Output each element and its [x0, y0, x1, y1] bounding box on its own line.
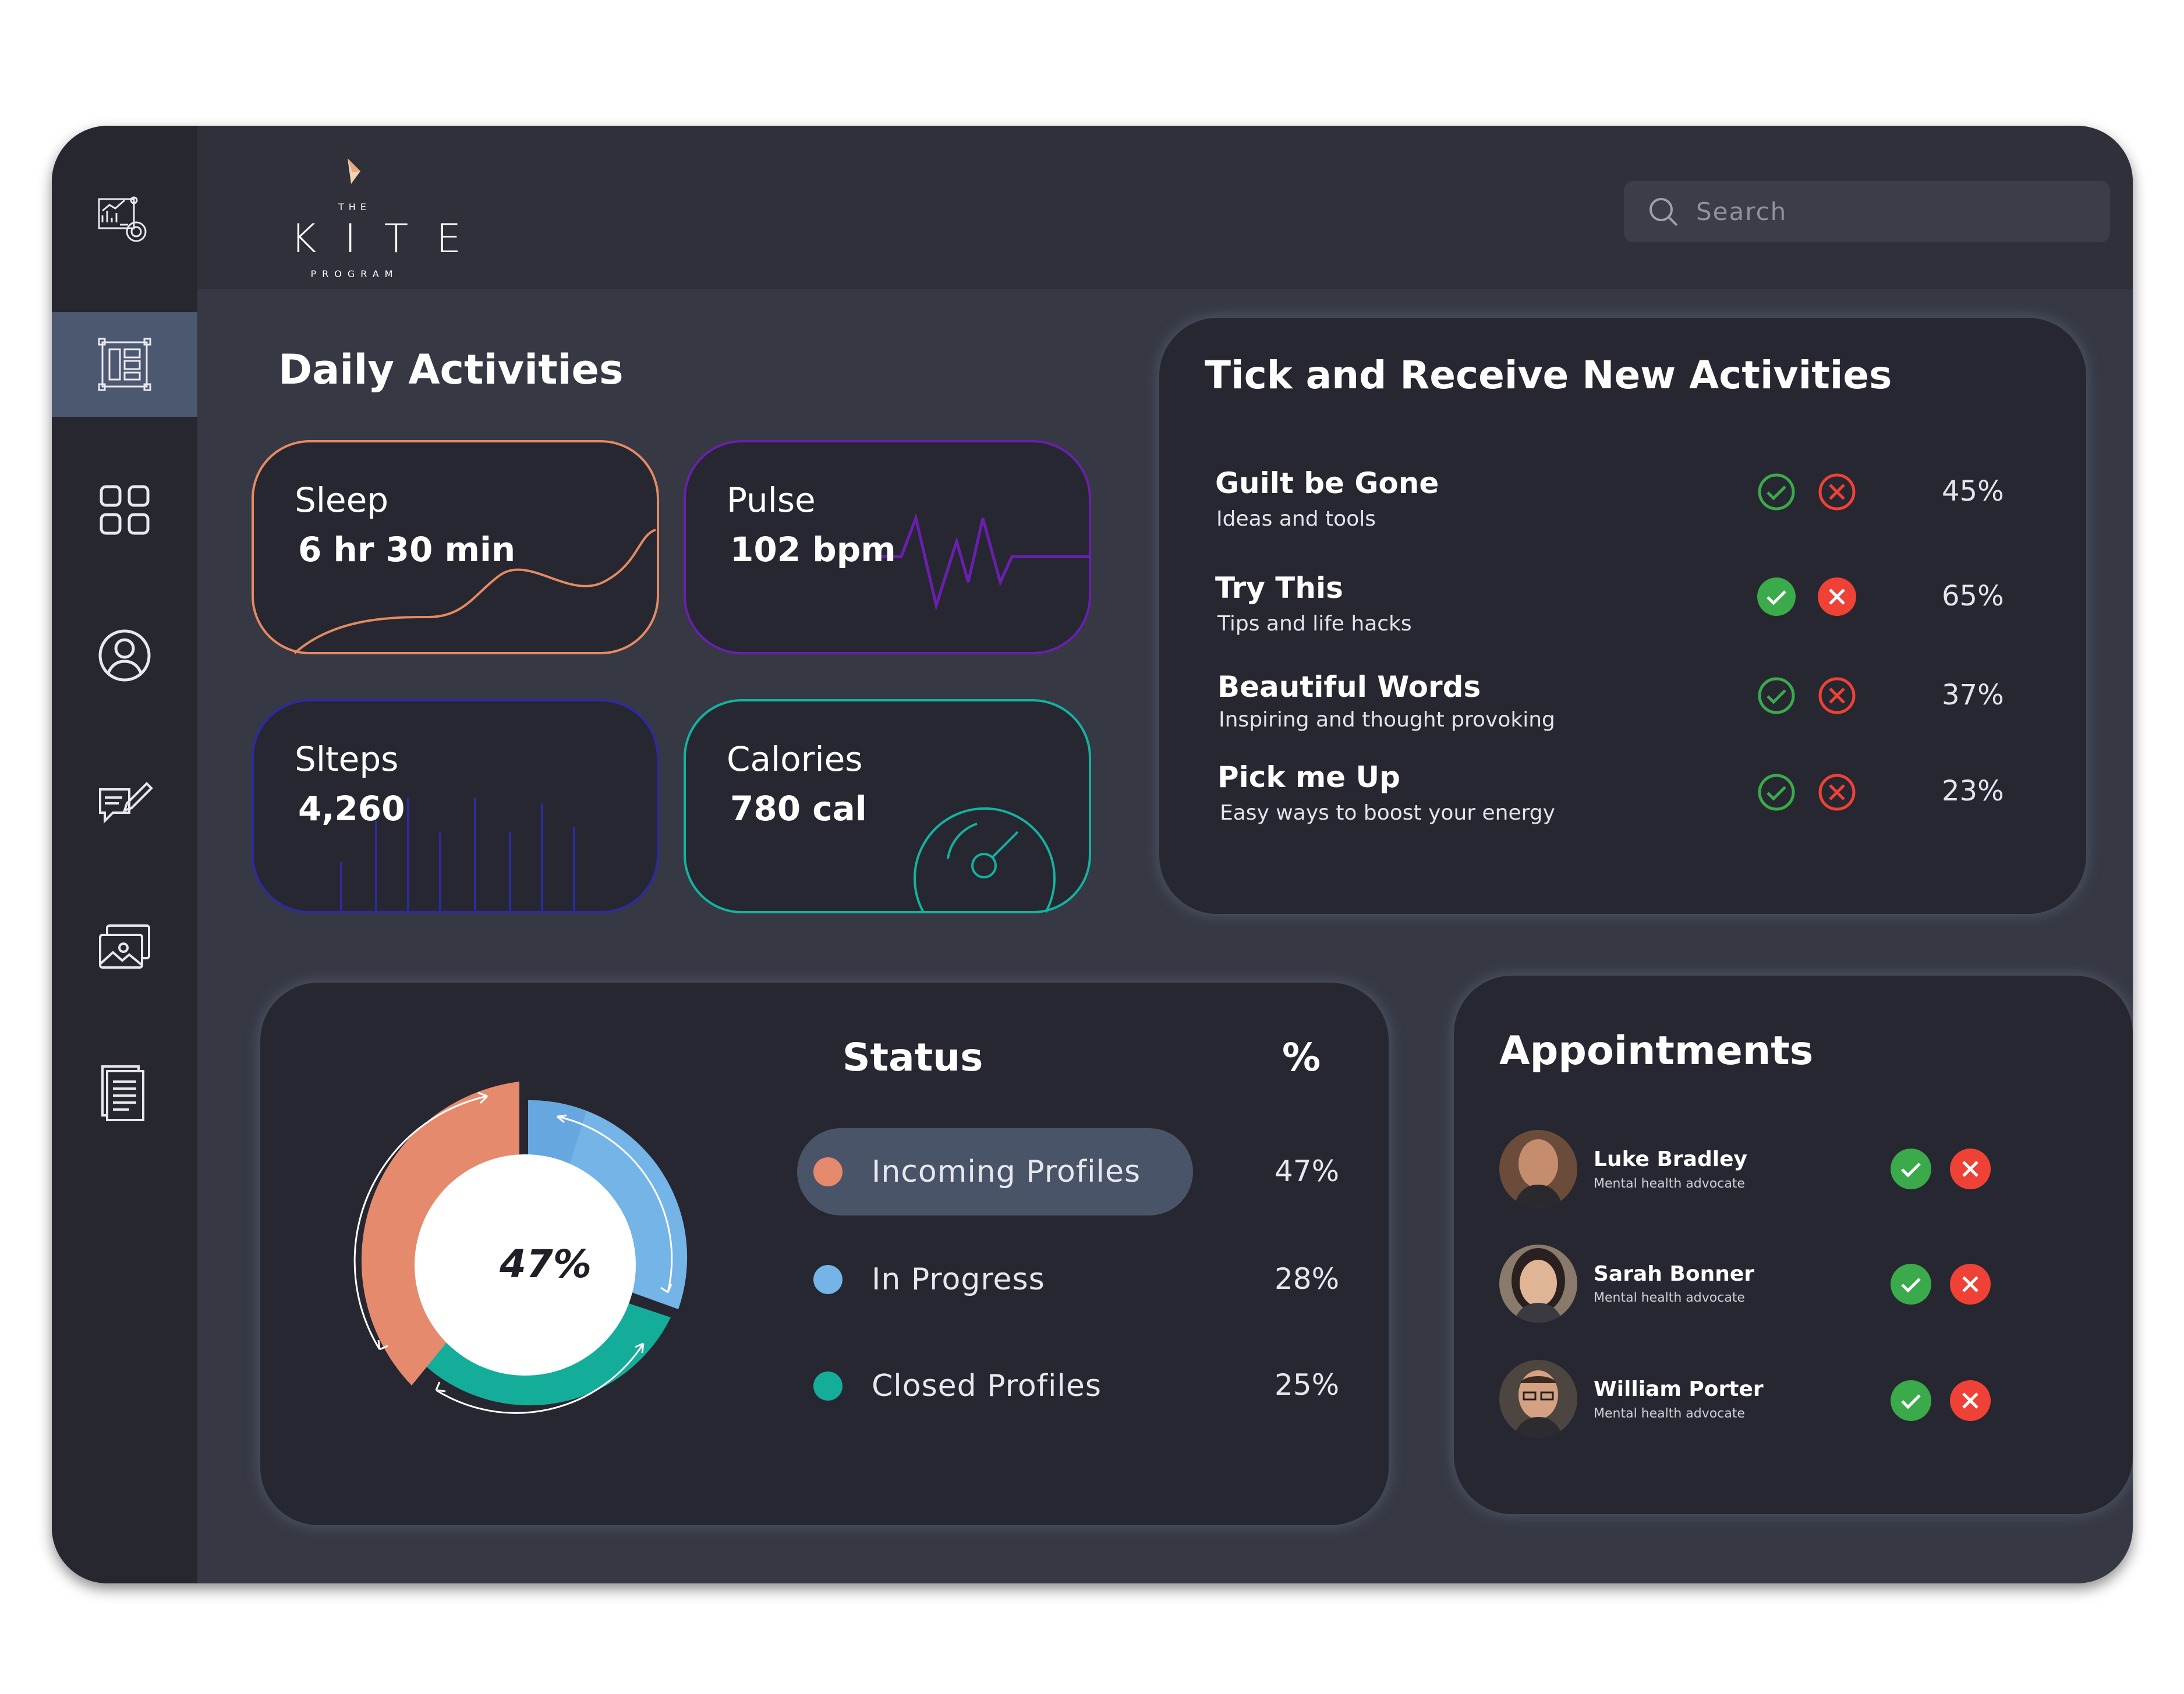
- legend-label: Incoming Profiles: [872, 1154, 1141, 1189]
- appointment-name: William Porter: [1594, 1377, 1764, 1401]
- daily-activities-title: Daily Activities: [278, 346, 624, 394]
- legend-percent: 28%: [1275, 1262, 1340, 1296]
- steps-label: Slteps: [295, 739, 399, 779]
- activity-title: Pick me Up: [1217, 760, 1400, 794]
- activity-subtitle: Ideas and tools: [1216, 507, 1376, 531]
- pulse-label: Pulse: [727, 480, 816, 520]
- appointment-role: Mental health advocate: [1594, 1406, 1745, 1421]
- pulse-value: 102 bpm: [730, 530, 896, 569]
- avatar[interactable]: [1499, 1360, 1577, 1438]
- donut-center-label: 47%: [500, 1242, 592, 1287]
- dashboard-layout-icon[interactable]: [52, 312, 197, 417]
- activity-subtitle: Easy ways to boost your energy: [1220, 801, 1555, 825]
- legend-dot: [813, 1157, 843, 1186]
- top-bar: THE KITE PROGRAM Search: [197, 126, 2133, 289]
- appointment-name: Luke Bradley: [1594, 1147, 1747, 1171]
- user-profile-icon[interactable]: [52, 603, 197, 708]
- legend-row-closed[interactable]: Closed Profiles: [813, 1342, 1102, 1430]
- appointment-name: Sarah Bonner: [1594, 1262, 1755, 1286]
- appointment-role: Mental health advocate: [1594, 1176, 1745, 1191]
- reject-close-icon[interactable]: [1818, 473, 1856, 511]
- kite-logo-icon: [348, 158, 360, 184]
- activity-title: Beautiful Words: [1217, 670, 1481, 704]
- calories-value: 780 cal: [730, 789, 867, 828]
- calories-label: Calories: [727, 739, 863, 779]
- app-window: THE KITE PROGRAM Search Daily Activities…: [52, 126, 2133, 1583]
- sidebar: [52, 126, 197, 1583]
- legend-label: In Progress: [872, 1262, 1045, 1297]
- status-panel: 47% Status % Incoming Profiles 47% In Pr…: [260, 983, 1389, 1525]
- appointment-role: Mental health advocate: [1594, 1291, 1745, 1305]
- accept-check-icon[interactable]: [1891, 1149, 1931, 1189]
- avatar[interactable]: [1499, 1130, 1577, 1208]
- accept-check-icon[interactable]: [1757, 577, 1796, 616]
- steps-value: 4,260: [298, 789, 405, 828]
- status-percent-header: %: [1282, 1035, 1321, 1080]
- avatar[interactable]: [1499, 1245, 1577, 1323]
- sleep-value: 6 hr 30 min: [298, 530, 516, 569]
- search-icon: [1649, 197, 1678, 226]
- reject-close-icon[interactable]: [1950, 1380, 1991, 1421]
- accept-check-icon[interactable]: [1891, 1264, 1931, 1305]
- appointments-title: Appointments: [1499, 1028, 1814, 1074]
- document-icon[interactable]: [52, 1040, 197, 1144]
- status-donut-chart: [353, 1082, 688, 1414]
- grid-apps-icon[interactable]: [52, 458, 197, 562]
- activity-title: Try This: [1215, 571, 1343, 605]
- legend-row-in-progress[interactable]: In Progress: [813, 1236, 1045, 1323]
- legend-row-selected[interactable]: [797, 1128, 1193, 1215]
- activity-percent: 37%: [1942, 679, 2004, 711]
- reject-close-icon[interactable]: [1950, 1264, 1991, 1305]
- reject-close-icon[interactable]: [1818, 773, 1856, 811]
- legend-label: Closed Profiles: [872, 1369, 1102, 1404]
- chat-edit-icon[interactable]: [52, 749, 197, 853]
- appointments-panel: Appointments Luke Bradley Mental health …: [1454, 976, 2133, 1514]
- reject-close-icon[interactable]: [1950, 1149, 1991, 1189]
- activity-subtitle: Tips and life hacks: [1217, 612, 1412, 636]
- activities-title: Tick and Receive New Activities: [1205, 353, 1892, 398]
- status-title: Status: [843, 1035, 983, 1080]
- accept-check-icon[interactable]: [1891, 1380, 1931, 1421]
- activity-percent: 65%: [1942, 580, 2004, 612]
- reject-close-icon[interactable]: [1818, 577, 1856, 616]
- steps-card[interactable]: Slteps 4,260: [252, 699, 659, 913]
- activity-title: Guilt be Gone: [1215, 466, 1439, 500]
- logo-the: THE: [338, 201, 371, 212]
- legend-row-incoming[interactable]: Incoming Profiles: [813, 1128, 1141, 1215]
- sleep-label: Sleep: [295, 480, 389, 520]
- search-placeholder: Search: [1696, 197, 1787, 226]
- logo-program: PROGRAM: [310, 268, 399, 279]
- reject-close-icon[interactable]: [1818, 676, 1856, 715]
- sleep-card[interactable]: Sleep 6 hr 30 min: [252, 440, 659, 654]
- analytics-report-icon[interactable]: [52, 166, 197, 271]
- activity-subtitle: Inspiring and thought provoking: [1219, 708, 1555, 732]
- gallery-icon[interactable]: [52, 894, 197, 999]
- activity-percent: 23%: [1942, 775, 2004, 807]
- new-activities-panel: Tick and Receive New Activities Guilt be…: [1159, 318, 2086, 914]
- search-input[interactable]: Search: [1624, 181, 2110, 242]
- legend-percent: 47%: [1275, 1154, 1340, 1188]
- legend-dot: [813, 1371, 843, 1401]
- calories-card[interactable]: Calories 780 cal: [684, 699, 1091, 913]
- legend-percent: 25%: [1275, 1368, 1340, 1402]
- pulse-card[interactable]: Pulse 102 bpm: [684, 440, 1091, 654]
- logo-name: KITE: [291, 216, 490, 262]
- accept-check-icon[interactable]: [1757, 676, 1796, 715]
- accept-check-icon[interactable]: [1757, 473, 1796, 511]
- activity-percent: 45%: [1942, 475, 2004, 508]
- brand-logo: THE KITE PROGRAM: [267, 143, 490, 279]
- legend-dot: [813, 1265, 843, 1294]
- accept-check-icon[interactable]: [1757, 773, 1796, 811]
